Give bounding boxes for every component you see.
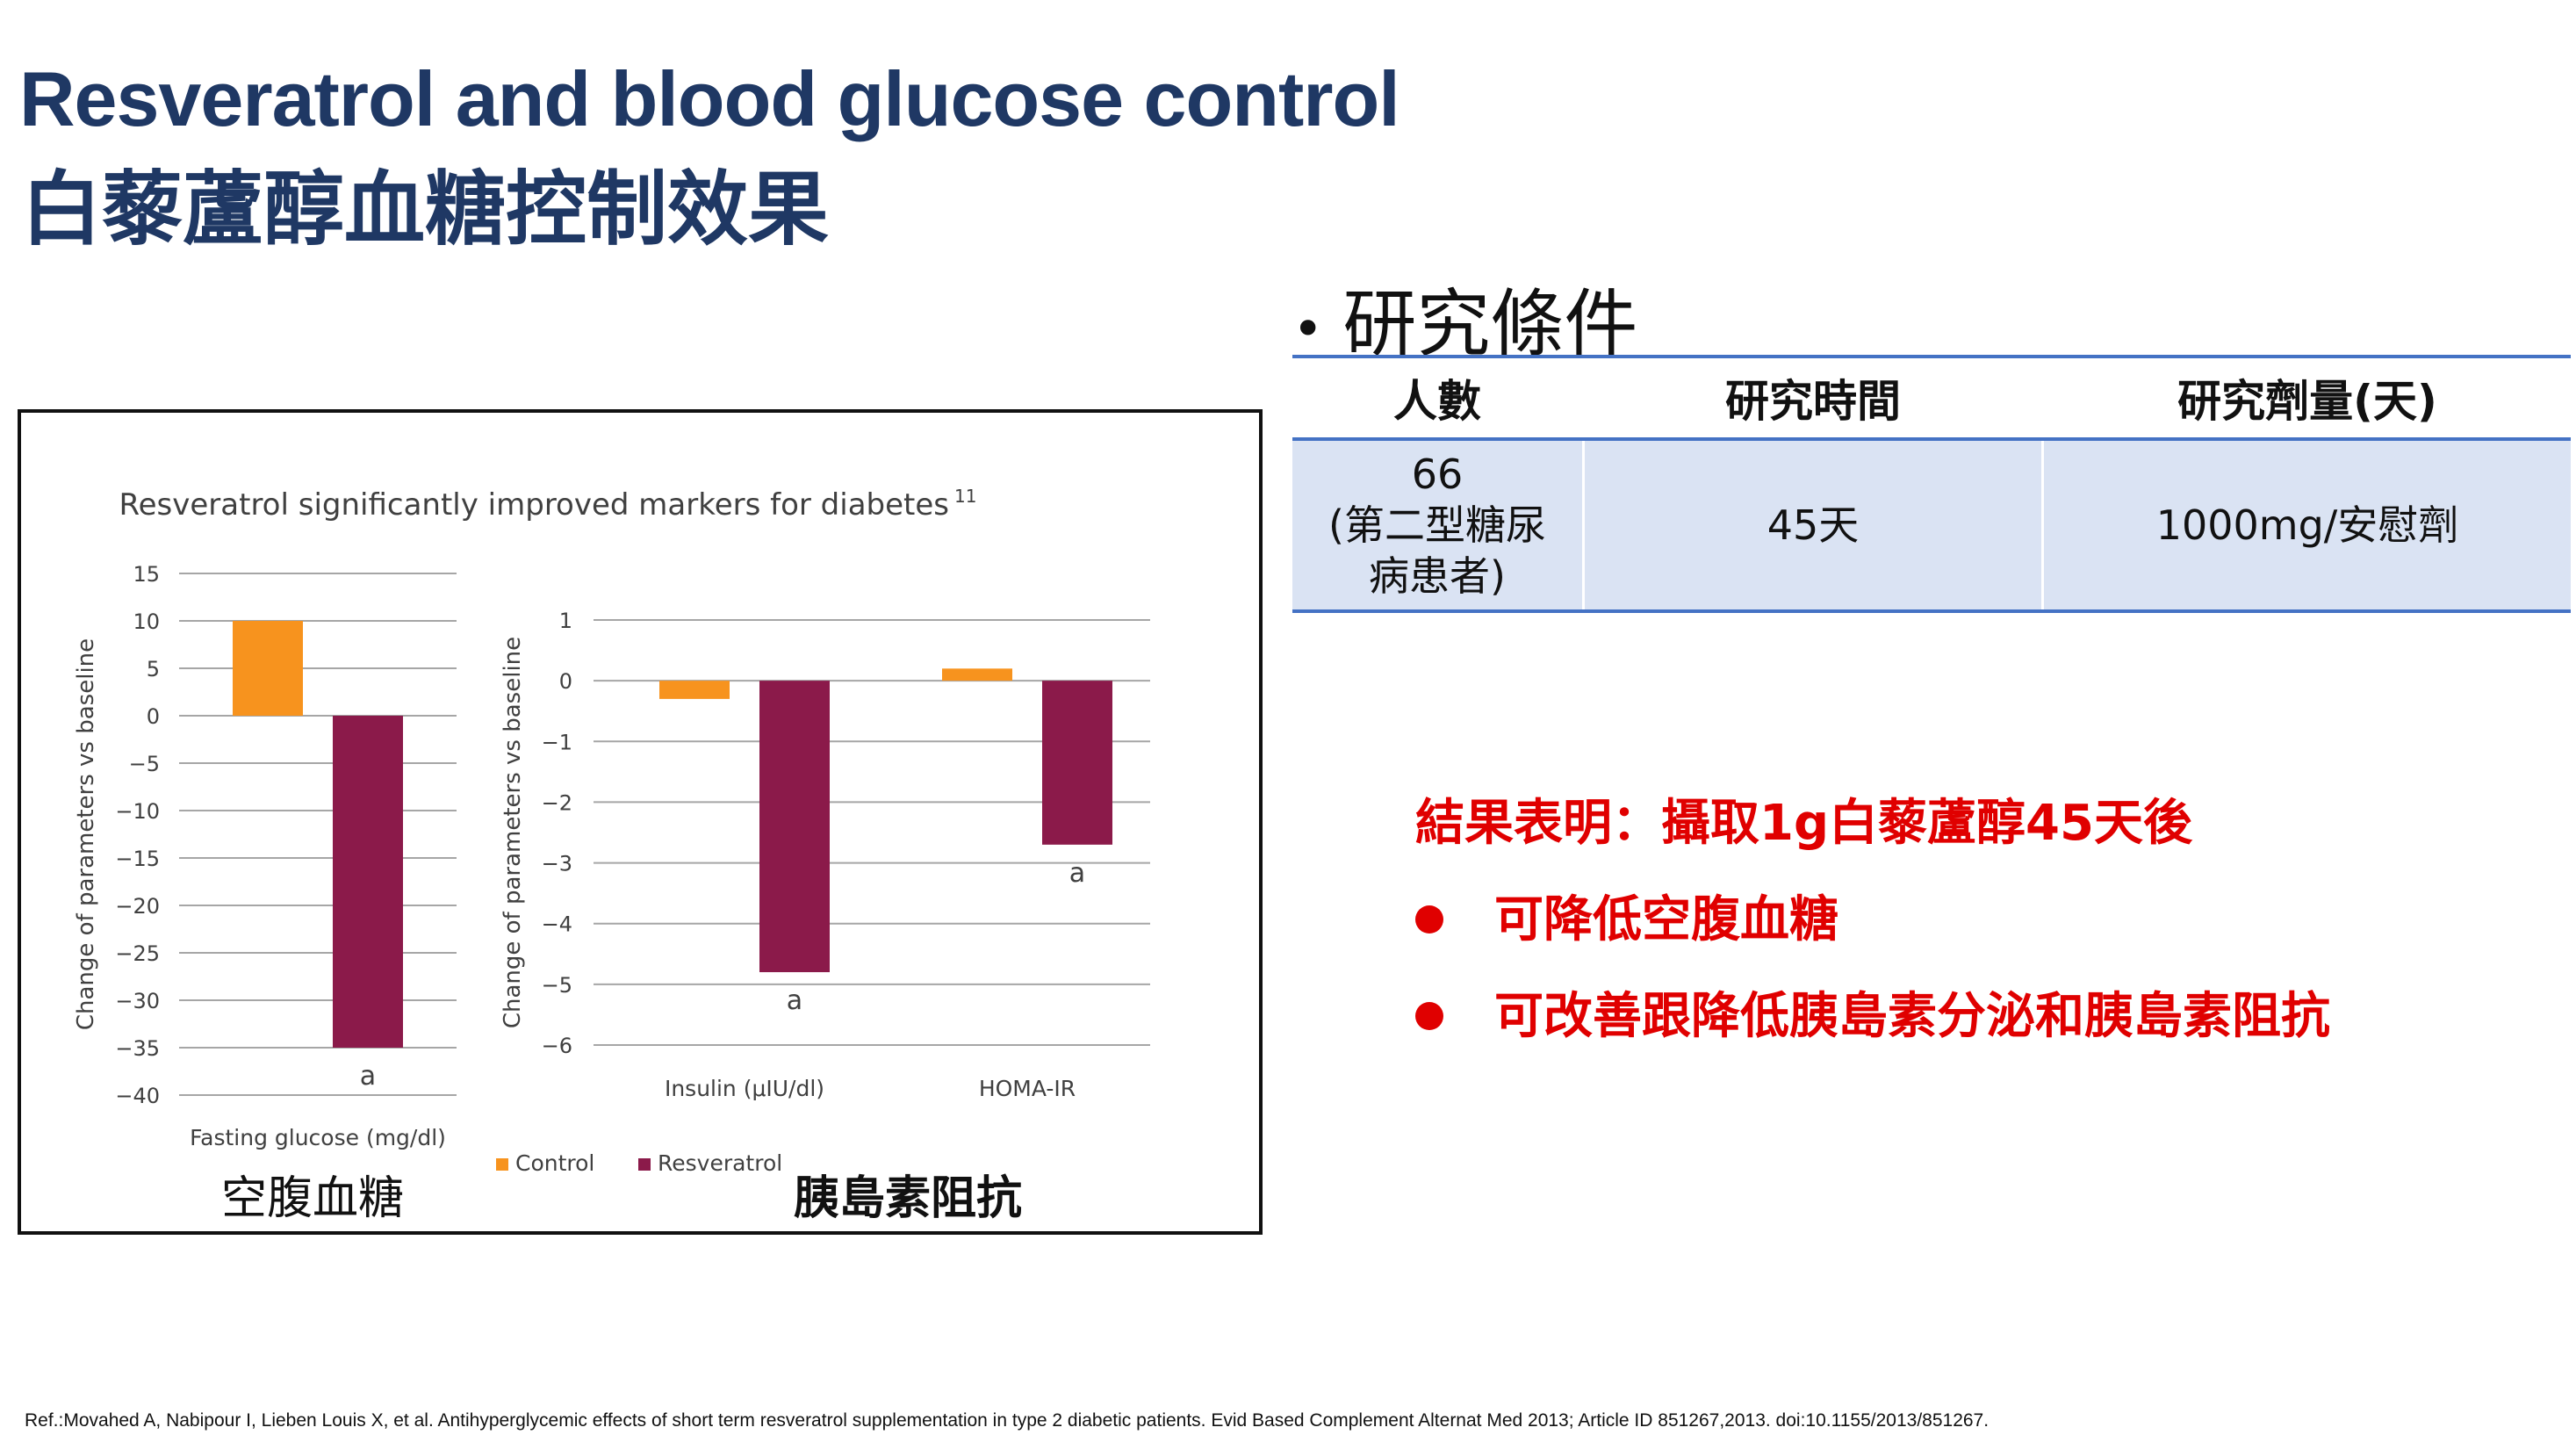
chart-title: Resveratrol significantly improved marke… [119, 486, 977, 523]
table-header-row: 人數 研究時間 研究劑量(天) [1292, 355, 2571, 441]
header-dose: 研究劑量(天) [2041, 355, 2571, 441]
y-tick-label: −40 [115, 1084, 160, 1108]
header-duration: 研究時間 [1582, 355, 2043, 441]
chart-figure: Resveratrol significantly improved marke… [18, 409, 1263, 1235]
y-axis-label: Change of parameters vs baseline [73, 638, 99, 1030]
chart-title-superscript: 11 [954, 486, 976, 507]
participants-desc-2: 病患者) [1369, 552, 1506, 600]
y-tick-label: −25 [115, 941, 160, 966]
bar-control [659, 681, 730, 699]
red-bullet-icon [1415, 1001, 1443, 1030]
y-tick-label: −1 [542, 730, 572, 754]
y-tick-label: 0 [559, 669, 572, 694]
y-tick-label: 5 [147, 657, 160, 681]
bar-resveratrol [1042, 681, 1112, 845]
y-tick-label: −10 [115, 799, 160, 824]
x-category-label: Insulin (μIU/dl) [665, 1076, 824, 1101]
cell-duration: 45天 [1582, 439, 2043, 613]
header-participants: 人數 [1292, 355, 1584, 441]
results-summary: 結果表明：攝取1g白藜蘆醇45天後 [1415, 795, 2192, 852]
slide-title-en: Resveratrol and blood glucose control [19, 55, 1400, 142]
y-tick-label: 10 [133, 609, 160, 634]
red-bullet-icon [1415, 905, 1443, 934]
cell-participants: 66 (第二型糖尿 病患者) [1292, 439, 1584, 613]
bar-control [233, 621, 303, 716]
results-point: 可降低空腹血糖 [1415, 883, 2330, 980]
x-category-label: Fasting glucose (mg/dl) [190, 1125, 446, 1150]
bar-resveratrol [333, 716, 403, 1048]
participants-count: 66 [1411, 451, 1464, 498]
results-point: 可改善跟降低胰島素分泌和胰島素阻抗 [1415, 980, 2330, 1077]
chart-caption-fasting: 空腹血糖 [221, 1172, 405, 1225]
y-tick-label: −3 [542, 852, 572, 876]
y-tick-label: −2 [542, 790, 572, 815]
reference-footnote: Ref.:Movahed A, Nabipour I, Lieben Louis… [25, 1410, 1990, 1431]
y-tick-label: 1 [559, 609, 572, 633]
x-category-label: HOMA-IR [979, 1076, 1076, 1101]
y-axis-label: Change of parameters vs baseline [500, 637, 526, 1028]
slide-title-zh: 白藜蘆醇血糖控制效果 [21, 162, 830, 256]
table-row: 66 (第二型糖尿 病患者) 45天 1000mg/安慰劑 [1292, 439, 2571, 613]
y-tick-label: −5 [129, 752, 160, 776]
legend-label: Resveratrol [658, 1150, 782, 1176]
chart-caption-insulin: 胰島素阻抗 [794, 1172, 1023, 1225]
bar-control [942, 668, 1012, 681]
bar-annotation: a [360, 1061, 376, 1092]
conditions-table: 人數 研究時間 研究劑量(天) 66 (第二型糖尿 病患者) 45天 1000m… [1292, 355, 2571, 613]
y-tick-label: −4 [542, 912, 572, 937]
legend-swatch-resveratrol [638, 1158, 651, 1171]
conditions-heading: • 研究條件 [1292, 265, 1637, 371]
results-point-text: 可改善跟降低胰島素分泌和胰島素阻抗 [1494, 988, 2330, 1045]
y-tick-label: 0 [147, 704, 160, 729]
y-tick-label: −30 [115, 989, 160, 1013]
bar-resveratrol [759, 681, 830, 973]
y-tick-label: −15 [115, 847, 160, 871]
results-point-text: 可降低空腹血糖 [1494, 891, 1838, 948]
bullet-icon: • [1292, 299, 1324, 361]
legend-swatch-control [496, 1158, 508, 1171]
bar-chart: Resveratrol significantly improved marke… [73, 486, 1150, 1176]
participants-desc-1: (第二型糖尿 [1328, 501, 1546, 549]
bar-annotation: a [1069, 858, 1085, 889]
conditions-heading-text: 研究條件 [1342, 281, 1638, 367]
legend-label: Control [515, 1150, 594, 1176]
y-tick-label: −5 [542, 973, 572, 998]
cell-dose: 1000mg/安慰劑 [2041, 439, 2571, 613]
y-tick-label: −35 [115, 1036, 160, 1061]
y-tick-label: 15 [133, 562, 160, 587]
y-tick-label: −20 [115, 894, 160, 919]
bar-annotation: a [787, 985, 802, 1016]
y-tick-label: −6 [542, 1034, 572, 1058]
results-block: 結果表明：攝取1g白藜蘆醇45天後 可降低空腹血糖 可改善跟降低胰島素分泌和胰島… [1415, 787, 2330, 1077]
